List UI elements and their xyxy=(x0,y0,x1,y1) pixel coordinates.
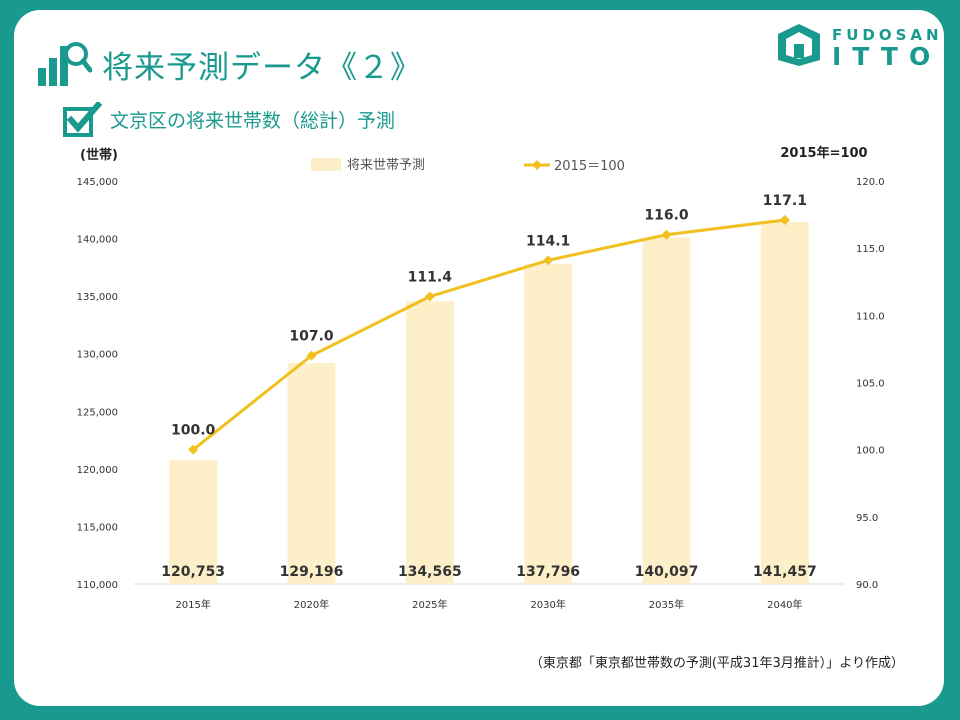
left-tick-label: 130,000 xyxy=(77,350,118,361)
company-logo: FUDOSAN ITTO xyxy=(774,20,939,72)
checkbox-checked-icon xyxy=(63,102,102,137)
left-tick-label: 145,000 xyxy=(77,177,118,188)
left-axis-title: (世帯) xyxy=(80,147,118,163)
section-subtitle: 文京区の将来世帯数（総計）予測 xyxy=(110,110,396,132)
legend-line-marker xyxy=(532,160,542,170)
left-tick-label: 115,000 xyxy=(77,522,118,533)
x-tick-label: 2015年 xyxy=(175,598,210,611)
x-tick-label: 2035年 xyxy=(649,598,684,611)
bar-2030年 xyxy=(524,263,573,584)
index-point xyxy=(188,444,199,455)
index-point xyxy=(543,255,554,266)
x-tick-label: 2025年 xyxy=(412,598,447,611)
index-point xyxy=(424,291,435,302)
house-box-icon xyxy=(778,24,820,66)
left-tick-label: 120,000 xyxy=(77,465,118,476)
left-tick-label: 125,000 xyxy=(77,407,118,418)
bar-value-label: 120,753 xyxy=(161,564,225,580)
right-axis-title: 2015年=100 xyxy=(780,145,867,161)
index-value-label: 107.0 xyxy=(289,329,334,345)
x-tick-label: 2040年 xyxy=(767,598,802,611)
index-value-label: 117.1 xyxy=(763,193,807,209)
legend-bar-swatch xyxy=(311,158,341,171)
index-point xyxy=(779,214,790,225)
index-point xyxy=(661,229,672,240)
right-tick-label: 95.0 xyxy=(856,513,878,524)
index-point xyxy=(306,350,317,361)
logo-text-top: FUDOSAN xyxy=(832,26,943,44)
left-tick-label: 110,000 xyxy=(77,580,118,591)
index-value-label: 111.4 xyxy=(408,270,453,286)
bar-2025年 xyxy=(405,301,454,584)
index-line xyxy=(192,218,786,451)
bar-2040年 xyxy=(760,221,809,585)
bar-chart-search-icon xyxy=(38,42,92,86)
slide-card: 将来予測データ《２》 FUDOSAN ITTO 文京区の将来世帯数（総計）予測 … xyxy=(14,10,944,706)
right-tick-label: 115.0 xyxy=(856,244,885,255)
legend-line-label: 2015＝100 xyxy=(554,159,625,174)
bar-value-label: 134,565 xyxy=(398,564,462,580)
bar-2020年 xyxy=(287,362,336,584)
bar-value-label: 129,196 xyxy=(280,564,344,580)
bar-2015年 xyxy=(169,460,218,584)
household-forecast-chart: (世帯) 2015年=100 110,000 115,000 120,000 125,00… xyxy=(77,145,885,611)
left-tick-label: 135,000 xyxy=(77,292,118,303)
source-note: （東京都「東京都世帯数の予測(平成31年3月推計）」より作成） xyxy=(529,656,904,671)
legend-bar-label: 将来世帯予測 xyxy=(347,158,425,173)
x-tick-label: 2030年 xyxy=(530,598,565,611)
bar-2035年 xyxy=(642,237,691,585)
right-tick-label: 105.0 xyxy=(856,379,885,390)
right-tick-label: 110.0 xyxy=(856,311,885,322)
page-title: 将来予測データ《２》 xyxy=(102,50,422,86)
logo-text-bottom: ITTO xyxy=(832,42,942,71)
x-tick-label: 2020年 xyxy=(294,598,329,611)
bar-value-label: 141,457 xyxy=(753,564,817,580)
right-tick-label: 90.0 xyxy=(856,580,878,591)
index-value-label: 114.1 xyxy=(526,233,570,249)
left-tick-label: 140,000 xyxy=(77,235,118,246)
right-tick-label: 100.0 xyxy=(856,446,885,457)
right-tick-label: 120.0 xyxy=(856,177,885,188)
index-value-label: 116.0 xyxy=(644,208,689,224)
index-value-label: 100.0 xyxy=(171,423,216,439)
bar-value-label: 137,796 xyxy=(516,564,580,580)
bar-value-label: 140,097 xyxy=(635,564,699,580)
